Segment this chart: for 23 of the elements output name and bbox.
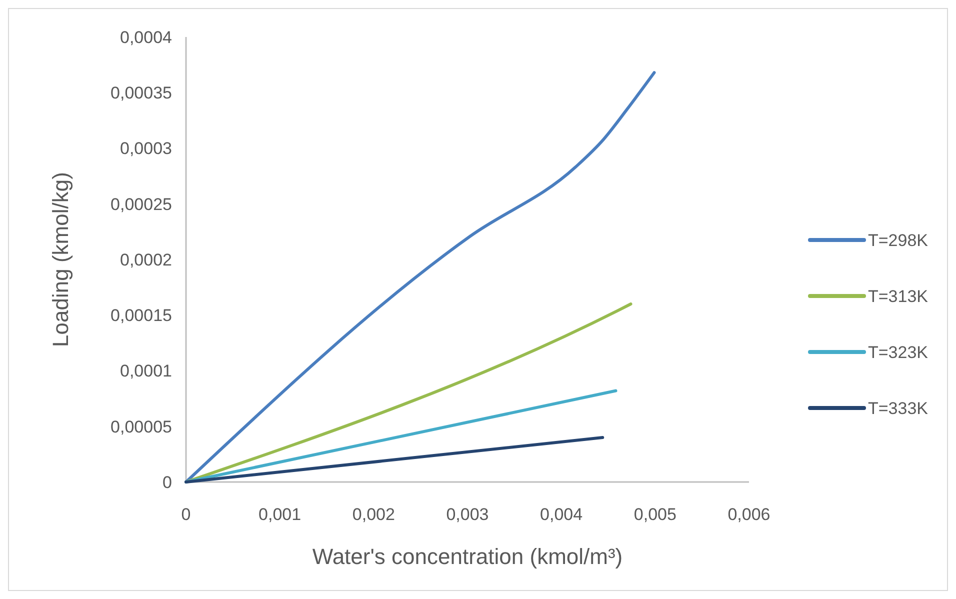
x-tick-label: 0,002 bbox=[352, 505, 395, 524]
y-tick-label: 0,0001 bbox=[120, 362, 172, 381]
legend-label: T=333K bbox=[868, 398, 929, 418]
y-tick-label: 0,0002 bbox=[120, 250, 172, 270]
y-tick-label: 0,00025 bbox=[110, 194, 172, 214]
y-tick-label: 0,0003 bbox=[120, 139, 172, 158]
line-series bbox=[184, 71, 656, 484]
x-axis-title: Water's concentration (kmol/m³) bbox=[312, 544, 623, 569]
x-tick-label: 0,001 bbox=[258, 505, 302, 524]
x-tick-label: 0,006 bbox=[728, 505, 770, 524]
y-tick-label: 0,0004 bbox=[120, 28, 172, 47]
x-tick-label: 0,004 bbox=[540, 505, 583, 524]
y-axis-title: Loading (kmol/kg) bbox=[48, 172, 73, 347]
x-tick-label: 0,005 bbox=[634, 505, 676, 524]
x-tick-label: 0,003 bbox=[446, 505, 489, 524]
y-tick-label: 0,00005 bbox=[110, 417, 172, 436]
y-tick-label: 0 bbox=[162, 472, 172, 492]
legend-label: T=323K bbox=[868, 342, 929, 362]
y-tick-label: 0,00035 bbox=[110, 84, 172, 103]
y-tick-label: 0,00015 bbox=[110, 306, 172, 326]
x-tick-label: 0 bbox=[181, 505, 191, 524]
legend-label: T=298K bbox=[868, 230, 929, 250]
legend-label: T=313K bbox=[868, 286, 929, 306]
